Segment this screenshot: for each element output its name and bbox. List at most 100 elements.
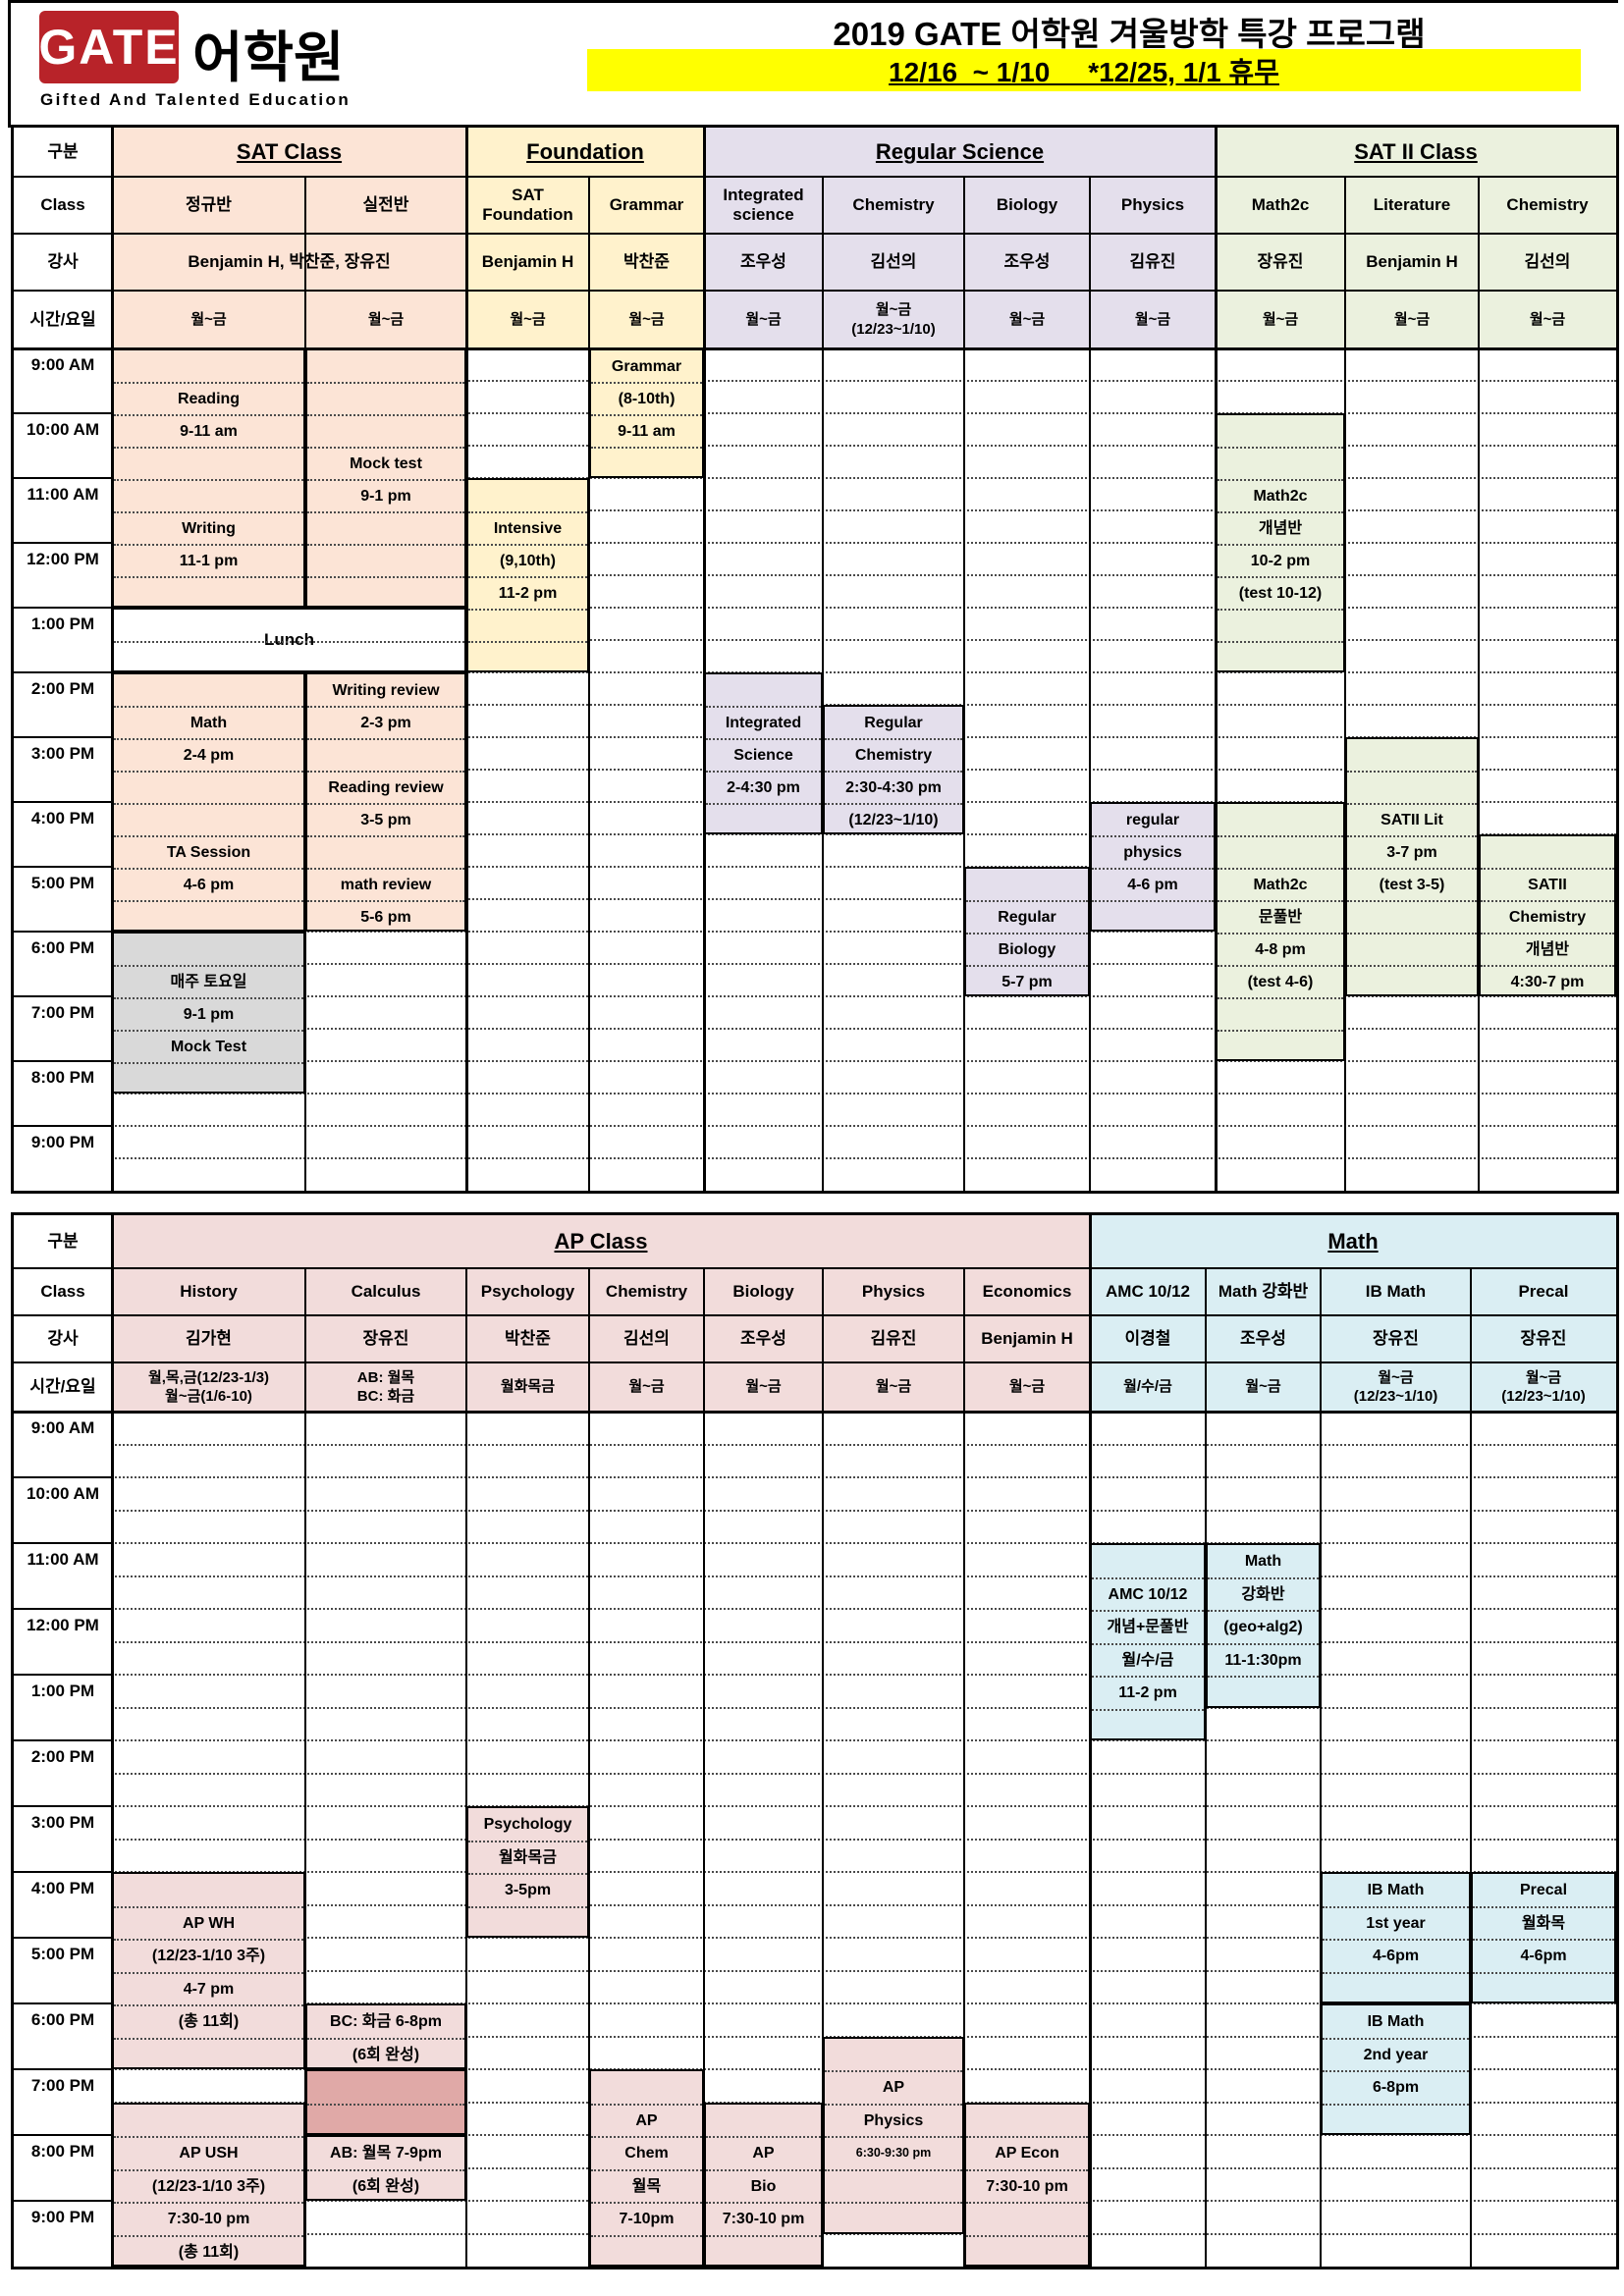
block-text: Writing review — [332, 682, 440, 699]
grid-line-halfhour — [112, 445, 1616, 447]
days-cell-line: 월~금 — [1262, 310, 1299, 328]
class-name-cell: Literature — [1345, 177, 1479, 234]
block-text: (6회 완성) — [352, 2177, 420, 2195]
block-text: Regular — [864, 715, 923, 731]
grid-line-hour — [14, 1608, 112, 1610]
block-grid-line — [1218, 997, 1343, 999]
teacher-cell: Benjamin H — [964, 1315, 1090, 1362]
days-cell-line: 월~금(1/6-10) — [165, 1388, 252, 1405]
block-grid-line — [1323, 1939, 1469, 1941]
block-grid-line — [307, 414, 464, 416]
block-text: 매주 토요일 — [170, 974, 247, 990]
block-text: 5-6 pm — [360, 909, 411, 926]
block-text: AP — [752, 2145, 775, 2162]
block-text: regular — [1125, 812, 1180, 828]
block-grid-line — [114, 382, 303, 384]
time-label: 4:00 PM — [30, 808, 95, 828]
teacher-cell: 장유진 — [1216, 234, 1345, 291]
grid-line-halfhour — [112, 671, 1616, 673]
block-grid-line — [1208, 1610, 1319, 1612]
block-grid-line — [966, 2168, 1088, 2171]
corner-teacher: 강사 — [14, 234, 112, 291]
days-cell-line: 월~금 — [1525, 1368, 1562, 1386]
block-text: IB Math — [1367, 1882, 1425, 1898]
block-text: (8-10th) — [618, 391, 676, 407]
header-row-line — [14, 176, 1616, 178]
block-text: 개념+문풀반 — [1107, 1619, 1189, 1635]
block-grid-line — [1347, 835, 1477, 837]
days-cell-line: 월~금 — [745, 310, 782, 328]
column-divider — [465, 1268, 467, 2267]
block-text: Math2c — [1253, 877, 1308, 893]
column-divider — [963, 1268, 965, 2267]
block-grid-line — [706, 2136, 821, 2138]
grid-line-hour — [14, 1476, 112, 1478]
days-cell-line: 월화목금 — [500, 1378, 556, 1396]
column-divider — [588, 1268, 590, 2267]
block-grid-line — [468, 511, 587, 513]
page-left-border — [8, 0, 11, 128]
grid-line-halfhour — [112, 1443, 1616, 1446]
block-grid-line — [1347, 933, 1477, 934]
days-cell-line: BC: 화금 — [356, 1388, 415, 1405]
grid-line-hour — [14, 931, 112, 933]
time-label: 1:00 PM — [30, 1682, 95, 1701]
group-title-sat-class: SAT Class — [112, 128, 466, 177]
block-text: 6-8pm — [1372, 2079, 1420, 2096]
column-divider — [963, 177, 965, 1191]
grid-line-halfhour — [112, 1542, 1616, 1544]
block-grid-line — [1092, 1610, 1204, 1612]
teacher-cell: 김선의 — [1479, 234, 1616, 291]
grid-line-hour — [14, 1937, 112, 1939]
block-grid-line — [114, 997, 303, 999]
grid-line-hour — [14, 1805, 112, 1807]
class-name-cell: Economics — [964, 1268, 1090, 1315]
days-cell-line: 월~금 — [1529, 310, 1566, 328]
days-cell-line: 월~금 — [1008, 310, 1046, 328]
class-block: AP WH (12/23-1/10 3주) 4-7 pm (총 11회) — [112, 1872, 305, 2069]
block-text: Writing — [182, 520, 236, 537]
block-text: (12/23-1/10 3주) — [151, 2177, 266, 2195]
class-block: Grammar (8-10th) 9-11 am — [589, 348, 704, 478]
block-text: Integrated — [725, 715, 802, 731]
column-divider — [588, 177, 590, 1191]
column-divider — [1320, 1268, 1322, 2267]
days-cell-line: 월~금 — [1378, 1368, 1414, 1386]
block-text: 11-2 pm — [498, 585, 558, 602]
days-cell-line: 월~금 — [1245, 1378, 1281, 1396]
block-grid-line — [1323, 2070, 1469, 2072]
block-grid-line — [966, 2202, 1088, 2204]
block-text: 10-2 pm — [1250, 553, 1311, 569]
class-block — [305, 2069, 466, 2135]
grid-line-hour — [14, 1739, 112, 1741]
block-text: AP USH — [179, 2145, 239, 2162]
block-grid-line — [706, 2168, 821, 2171]
group-title-ap-class: AP Class — [112, 1215, 1090, 1268]
grid-line-hour — [14, 2200, 112, 2202]
header-row-line — [14, 1267, 1616, 1269]
class-block: AP Physics 6:30-9:30 pm — [823, 2036, 964, 2234]
block-grid-line — [114, 2168, 303, 2171]
grid-line-halfhour — [112, 1903, 1616, 1906]
days-cell: 월~금 — [964, 291, 1090, 348]
teacher-cell: 김선의 — [589, 1315, 704, 1362]
page-title: 2019 GATE 어학원 겨울방학 특강 프로그램 — [833, 16, 1426, 52]
block-grid-line — [468, 1840, 587, 1842]
block-grid-line — [1347, 771, 1477, 773]
block-text: Math2c — [1253, 488, 1308, 505]
grid-line-hour — [14, 801, 112, 803]
grid-line-halfhour — [112, 607, 1616, 609]
teacher-cell: 김유진 — [1090, 234, 1216, 291]
block-grid-line — [1473, 1971, 1614, 1974]
block-grid-line — [114, 2234, 303, 2237]
block-grid-line — [706, 706, 821, 708]
block-text: SATII — [1528, 877, 1567, 893]
days-cell: 월~금 (12/23~1/10) — [823, 291, 964, 348]
block-text: AB: 월목 7-9pm — [330, 2145, 442, 2162]
block-grid-line — [1347, 900, 1477, 902]
block-grid-line — [825, 738, 962, 740]
block-grid-line — [591, 414, 702, 416]
grid-line-hour — [14, 1542, 112, 1544]
column-divider — [1478, 177, 1480, 1191]
block-text: math review — [340, 877, 432, 893]
